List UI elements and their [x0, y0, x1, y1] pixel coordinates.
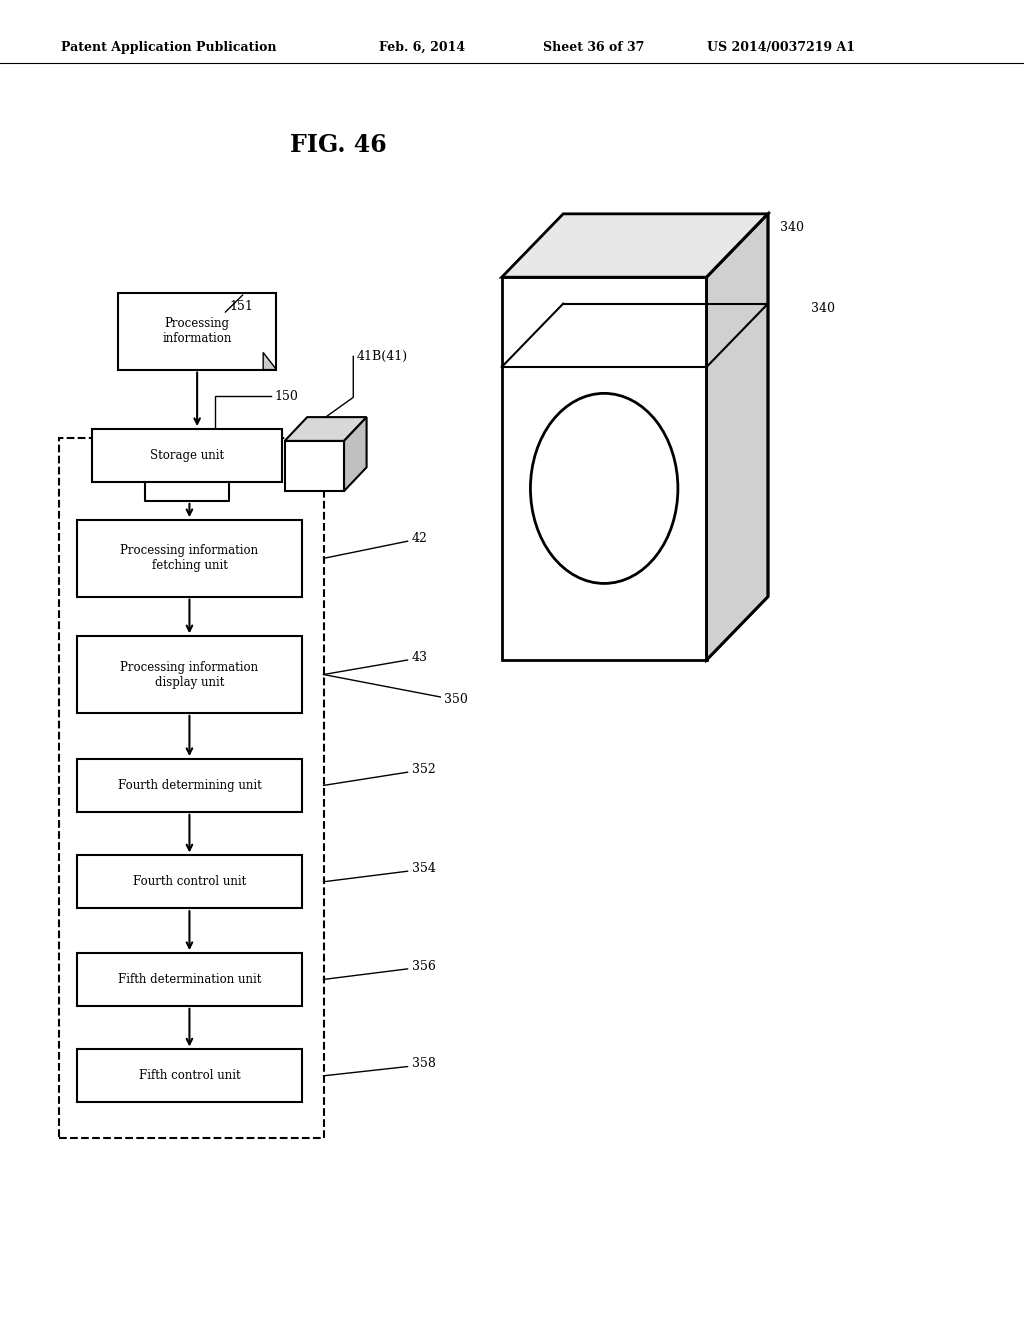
- Text: 352: 352: [412, 763, 435, 776]
- Text: Fourth control unit: Fourth control unit: [133, 875, 246, 888]
- Text: Fourth determining unit: Fourth determining unit: [118, 779, 261, 792]
- Bar: [77, 855, 302, 908]
- Bar: [92, 429, 282, 482]
- Polygon shape: [707, 214, 768, 660]
- Bar: [502, 277, 707, 660]
- Text: 43: 43: [412, 651, 428, 664]
- Text: 42: 42: [412, 532, 428, 545]
- Text: Processing information
fetching unit: Processing information fetching unit: [121, 544, 258, 573]
- Text: Processing
information: Processing information: [163, 317, 231, 346]
- Bar: [77, 953, 302, 1006]
- Polygon shape: [344, 417, 367, 491]
- Text: 350: 350: [444, 693, 468, 706]
- Bar: [285, 441, 344, 491]
- Text: Storage unit: Storage unit: [150, 449, 224, 462]
- Text: 340: 340: [780, 220, 804, 234]
- Bar: [59, 438, 324, 1138]
- Text: Patent Application Publication: Patent Application Publication: [61, 41, 276, 54]
- Text: 41B(41): 41B(41): [356, 350, 408, 363]
- Text: 151: 151: [229, 300, 253, 313]
- Text: Sheet 36 of 37: Sheet 36 of 37: [543, 41, 644, 54]
- Bar: [77, 520, 302, 597]
- Bar: [77, 759, 302, 812]
- Text: FIG. 46: FIG. 46: [290, 133, 386, 157]
- Text: 358: 358: [412, 1057, 435, 1071]
- Bar: [118, 293, 276, 370]
- Bar: [77, 1049, 302, 1102]
- Bar: [77, 636, 302, 713]
- Polygon shape: [285, 417, 367, 441]
- Text: Fifth determination unit: Fifth determination unit: [118, 973, 261, 986]
- Text: Feb. 6, 2014: Feb. 6, 2014: [379, 41, 465, 54]
- Text: Processing information
display unit: Processing information display unit: [121, 660, 258, 689]
- Text: 150: 150: [274, 389, 298, 403]
- Text: 340: 340: [811, 302, 835, 315]
- Text: US 2014/0037219 A1: US 2014/0037219 A1: [707, 41, 855, 54]
- Polygon shape: [502, 214, 768, 277]
- Text: 354: 354: [412, 862, 435, 875]
- Polygon shape: [263, 352, 276, 370]
- Text: Fifth control unit: Fifth control unit: [138, 1069, 241, 1082]
- Text: 356: 356: [412, 960, 435, 973]
